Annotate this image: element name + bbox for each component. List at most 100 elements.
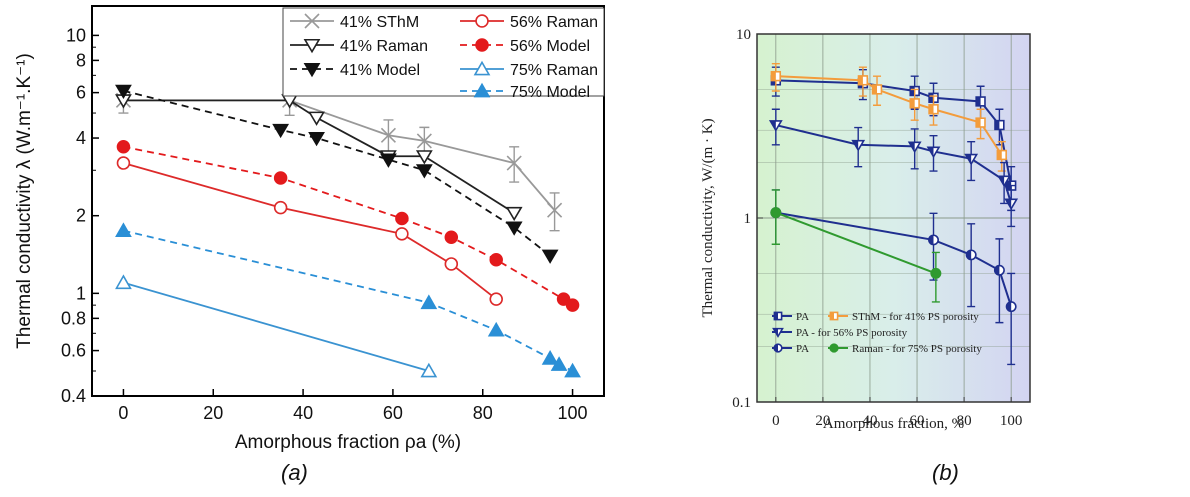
legend-b-label-1-0: PA - for 56% PS porosity <box>796 327 908 339</box>
legend-b-label-2-0: PA <box>796 343 809 355</box>
point-b-pa-75-2-fill <box>966 250 972 260</box>
x-tick-label-b-1: 20 <box>815 413 830 429</box>
legend-b-label-2-1: Raman - for 75% PS porosity <box>852 343 982 355</box>
series-b-sthm-41 <box>770 62 1007 172</box>
chart-a: 0 20 40 60 80 100 0.4 0.6 0.8 1 2 4 6 8 10 Amorphous fr… <box>14 5 605 453</box>
x-tick-label-b-4: 80 <box>957 413 972 429</box>
point-b-sthm-41-1-fill <box>858 75 863 85</box>
legend-b-label-0-1: SThM - for 41% PS porosity <box>852 311 979 323</box>
point-b-pa-56-0-fill <box>770 120 776 131</box>
legend-b-marker-0-0-fill <box>774 312 778 320</box>
point-b-sthm-41-6-fill <box>997 150 1002 160</box>
x-axis-label-b: Amorphous fraction, % <box>823 416 964 432</box>
point-a-41-sthm-4 <box>506 155 522 171</box>
point-a-56-model-6 <box>565 298 580 312</box>
point-a-56-model-5 <box>556 292 571 306</box>
point-a-41-model-6 <box>541 249 559 264</box>
errorbar-b-pa-75-3 <box>995 238 1004 324</box>
line-b-raman-75 <box>775 211 937 275</box>
legend-a-marker-41-model <box>303 62 321 78</box>
legend-b-marker-2-1 <box>829 343 839 353</box>
point-b-pa-56-6-fill <box>1005 199 1012 209</box>
point-a-41-model-1 <box>272 123 290 139</box>
point-a-56-raman-2 <box>395 227 409 241</box>
point-b-pa-56-3-fill <box>928 147 934 157</box>
point-a-41-model-4 <box>415 164 433 179</box>
x-axis-label-a: Amorphous fraction ρa (%) <box>235 432 461 453</box>
point-b-sthm-41-2-fill <box>872 84 878 94</box>
point-a-75-model-2 <box>487 321 505 337</box>
chart-b: 0 20 40 60 80 100 0.1 1 10 Amorphous fraction, % T… <box>700 27 1031 432</box>
x-tick-label-a-3: 60 <box>383 403 403 423</box>
series-a-75-model <box>115 222 581 378</box>
line-a-75-raman <box>123 281 430 372</box>
point-b-raman-75-1 <box>930 267 942 279</box>
point-b-pa-75-3-fill <box>994 265 1000 275</box>
point-a-75-model-0 <box>115 222 132 238</box>
point-b-raman-75-0 <box>770 207 782 219</box>
series-a-41-model <box>115 84 559 264</box>
y-tick-label-a-4: 2 <box>76 206 86 226</box>
legend-a-marker-56-model <box>475 38 489 52</box>
x-tick-label-a-2: 40 <box>293 403 313 423</box>
point-a-75-model-3 <box>541 350 559 365</box>
y-tick-label-a-2: 0.8 <box>61 308 86 328</box>
legend-a-marker-75-model <box>473 82 491 98</box>
point-a-56-raman-0 <box>116 156 131 170</box>
legend-a-label-56-model: 56% Model <box>510 38 590 55</box>
series-a-56-model <box>116 140 580 312</box>
legend-a-marker-41-raman <box>303 38 321 54</box>
point-a-41-sthm-5 <box>547 202 563 218</box>
x-tick-label-a-0: 0 <box>118 403 128 423</box>
point-b-sthm-41-4-fill <box>929 104 934 114</box>
point-a-56-model-3 <box>444 230 459 244</box>
point-a-41-raman-5 <box>505 206 523 222</box>
point-b-pa-41-4-fill <box>976 97 981 106</box>
y-tick-label-a-6: 6 <box>76 83 86 103</box>
point-a-56-model-4 <box>489 252 503 267</box>
point-a-75-model-5 <box>564 362 581 378</box>
point-a-56-model-1 <box>273 171 288 185</box>
x-tick-label-b-5: 100 <box>1000 413 1023 429</box>
y-tick-label-a-5: 4 <box>76 128 86 148</box>
legend-b-label-0-0: PA <box>796 311 809 323</box>
point-b-pa-41-2-fill <box>910 86 915 96</box>
x-tick-label-b-2: 40 <box>862 413 877 429</box>
point-a-41-sthm-2 <box>380 127 396 143</box>
x-tick-label-a-1: 20 <box>203 403 223 423</box>
point-a-75-model-1 <box>420 294 438 310</box>
point-b-pa-75-4-fill <box>1006 301 1012 312</box>
point-b-sthm-41-5-fill <box>976 118 981 127</box>
y-tick-label-a-0: 0.4 <box>61 386 86 406</box>
point-b-pa-56-4-fill <box>965 154 972 164</box>
x-tick-label-b-3: 60 <box>910 413 925 429</box>
point-b-sthm-41-0-fill <box>771 71 776 81</box>
legend-b-marker-0-1-fill <box>830 312 834 320</box>
series-a-56-raman <box>116 156 503 306</box>
point-a-56-model-0 <box>116 140 131 154</box>
y-tick-label-b-1: 1 <box>744 211 752 227</box>
point-b-pa-75-1-fill <box>928 235 934 245</box>
y-tick-label-a-3: 1 <box>76 283 86 303</box>
point-a-41-model-0 <box>115 84 132 99</box>
legend-a-marker-75-raman <box>473 60 491 76</box>
legend-a: 41% SThM 41% Raman 41% Model 56% Raman 56% M… <box>282 7 605 101</box>
point-a-56-raman-4 <box>489 292 503 306</box>
point-a-41-model-2 <box>308 131 325 147</box>
point-a-56-raman-3 <box>444 257 459 271</box>
point-b-pa-41-5-fill <box>995 120 1000 130</box>
legend-b: PA SThM - for 41% PS porosity PA - for 56%… <box>772 311 982 355</box>
point-b-pa-41-3-fill <box>929 93 934 103</box>
y-tick-label-a-8: 10 <box>66 25 86 45</box>
x-tick-label-b-0: 0 <box>772 413 780 429</box>
point-a-41-raman-2 <box>308 111 325 126</box>
y-tick-label-a-7: 8 <box>76 50 86 70</box>
point-a-41-raman-4 <box>415 150 433 165</box>
legend-a-box <box>282 7 605 97</box>
legend-a-label-41-raman: 41% Raman <box>340 38 428 55</box>
legend-a-label-56-raman: 56% Raman <box>510 14 598 31</box>
point-a-75-model-4 <box>550 356 568 371</box>
point-b-sthm-41-3-fill <box>910 98 915 108</box>
y-axis-label-b: Thermal conductivity, W/(m · K) <box>700 118 716 317</box>
point-b-pa-56-2-fill <box>909 142 915 152</box>
